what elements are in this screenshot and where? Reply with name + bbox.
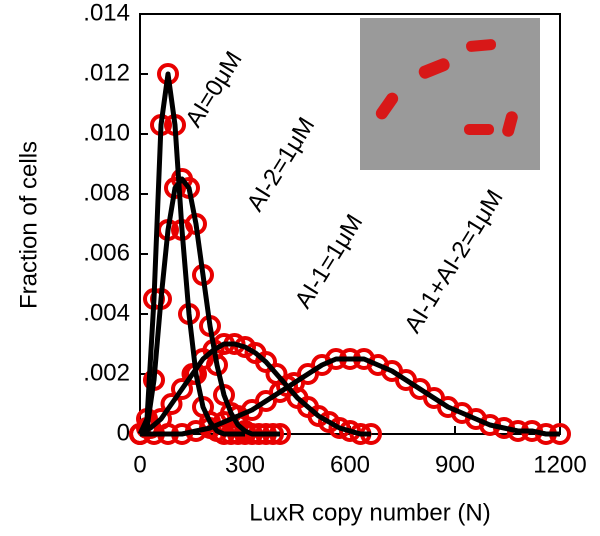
y-tick-label: .008 xyxy=(83,179,130,206)
y-tick-label: .014 xyxy=(83,0,130,26)
y-axis-label: Fraction of cells xyxy=(15,141,42,309)
chart: Fraction of cells LuxR copy number (N) 0… xyxy=(0,0,600,531)
series-label: AI=0μM xyxy=(180,47,247,132)
y-tick-label: .010 xyxy=(83,119,130,146)
y-tick-label: .004 xyxy=(83,299,130,326)
page: Fraction of cells LuxR copy number (N) 0… xyxy=(0,0,600,536)
series-label: AI-1+AI-2=1μM xyxy=(399,185,508,338)
inset-image xyxy=(360,18,540,170)
x-tick-label: 900 xyxy=(435,451,475,478)
x-axis-label: LuxR copy number (N) xyxy=(249,499,490,526)
x-tick-label: 600 xyxy=(330,451,370,478)
series-label: AI-2=1μM xyxy=(242,113,321,217)
y-tick-label: .002 xyxy=(83,359,130,386)
y-tick-label: .006 xyxy=(83,239,130,266)
series-label: AI-1=1μM xyxy=(290,210,369,314)
x-tick-label: 300 xyxy=(225,451,265,478)
x-tick-label: 0 xyxy=(133,451,146,478)
x-tick-label: 1200 xyxy=(533,451,586,478)
y-tick-label: 0 xyxy=(117,419,130,446)
y-tick-label: .012 xyxy=(83,59,130,86)
